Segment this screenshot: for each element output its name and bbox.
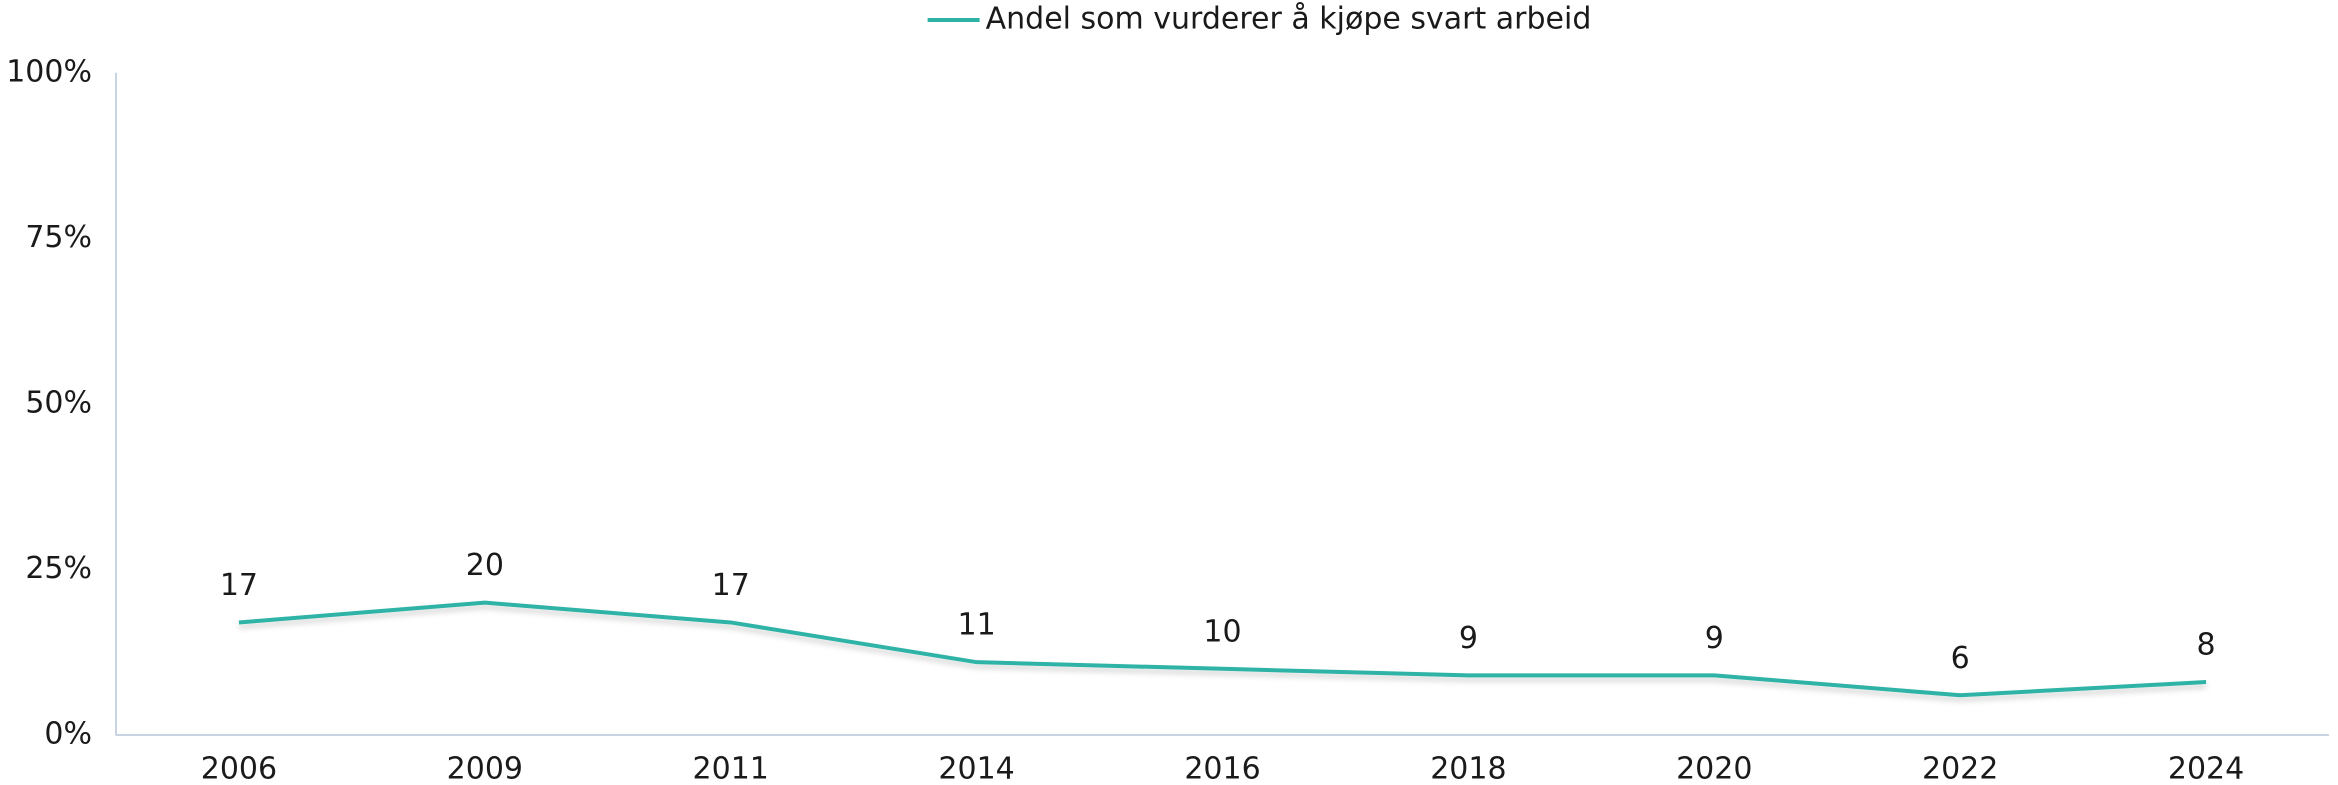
x-tick-label: 2018 xyxy=(1430,752,1506,785)
line xyxy=(238,600,2207,698)
y-tick-label: 50% xyxy=(25,386,92,421)
x-tick-label: 2022 xyxy=(1922,752,1998,785)
y-tick-label: 75% xyxy=(25,220,92,255)
data-label: 9 xyxy=(1705,621,1724,656)
data-label: 8 xyxy=(2197,628,2216,663)
data-label: 17 xyxy=(712,568,750,603)
data-label: 20 xyxy=(466,548,504,583)
x-tick-label: 2009 xyxy=(447,752,523,785)
x-tick-label: 2020 xyxy=(1676,752,1752,785)
y-tick-label: 100% xyxy=(6,55,92,90)
x-tick-label: 2006 xyxy=(201,752,277,785)
y-tick-label: 0% xyxy=(44,717,92,752)
data-label: 10 xyxy=(1203,614,1241,649)
y-tick-label: 25% xyxy=(25,551,92,586)
legend-label: Andel som vurderer å kjøpe svart arbeid xyxy=(986,2,1592,37)
data-label: 6 xyxy=(1951,641,1970,676)
data-label: 11 xyxy=(958,608,996,643)
x-tick-label: 2024 xyxy=(2168,752,2244,785)
x-tick-label: 2014 xyxy=(938,752,1014,785)
data-label: 9 xyxy=(1459,621,1478,656)
x-tick-label: 2011 xyxy=(693,752,769,785)
x-tick-label: 2016 xyxy=(1184,752,1260,785)
data-label: 17 xyxy=(220,568,258,603)
